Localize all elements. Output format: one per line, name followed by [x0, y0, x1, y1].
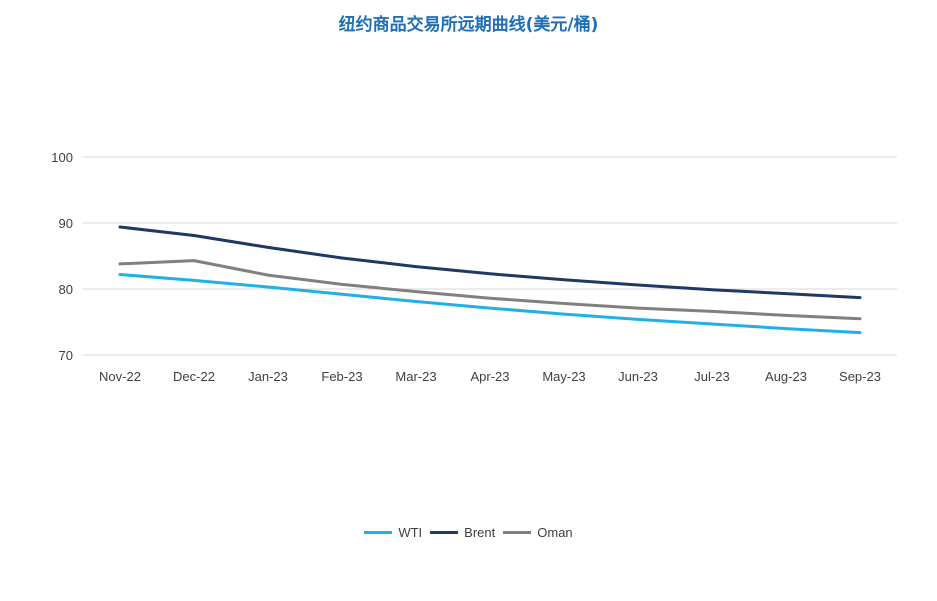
y-tick-label: 70	[59, 348, 73, 363]
legend-swatch	[364, 531, 393, 534]
x-tick-label: Jun-23	[618, 369, 658, 384]
legend: WTI Brent Oman	[0, 525, 937, 540]
legend-swatch	[430, 531, 459, 534]
legend-item-brent: Brent	[430, 525, 495, 540]
gridlines	[83, 156, 897, 356]
x-tick-label: Mar-23	[395, 369, 436, 384]
legend-label: Oman	[537, 525, 573, 540]
x-axis-ticks: Nov-22 Dec-22 Jan-23 Feb-23 Mar-23 Apr-23 May-…	[99, 369, 881, 384]
x-tick-label: Sep-23	[839, 369, 881, 384]
x-tick-label: Dec-22	[173, 369, 215, 384]
x-tick-label: Apr-23	[470, 369, 509, 384]
x-tick-label: Aug-23	[765, 369, 807, 384]
legend-item-oman: Oman	[503, 525, 573, 540]
y-tick-label: 80	[59, 282, 73, 297]
x-tick-label: Jul-23	[694, 369, 729, 384]
legend-label: WTI	[398, 525, 423, 540]
chart-title: 纽约商品交易所远期曲线(美元/桶)	[338, 15, 599, 35]
series-line-brent	[118, 225, 862, 300]
x-tick-label: Nov-22	[99, 369, 141, 384]
series-lines	[118, 225, 862, 335]
legend-swatch	[503, 531, 532, 534]
y-tick-label: 90	[59, 216, 73, 231]
series-line-oman	[118, 259, 862, 321]
x-tick-label: Feb-23	[321, 369, 362, 384]
x-tick-label: May-23	[542, 369, 585, 384]
x-tick-label: Jan-23	[248, 369, 288, 384]
legend-item-wti: WTI	[364, 525, 422, 540]
series-line-wti	[118, 273, 862, 335]
legend-label: Brent	[464, 525, 496, 540]
y-axis-ticks: 70 80 90 100	[51, 150, 73, 363]
y-tick-label: 100	[51, 150, 73, 165]
